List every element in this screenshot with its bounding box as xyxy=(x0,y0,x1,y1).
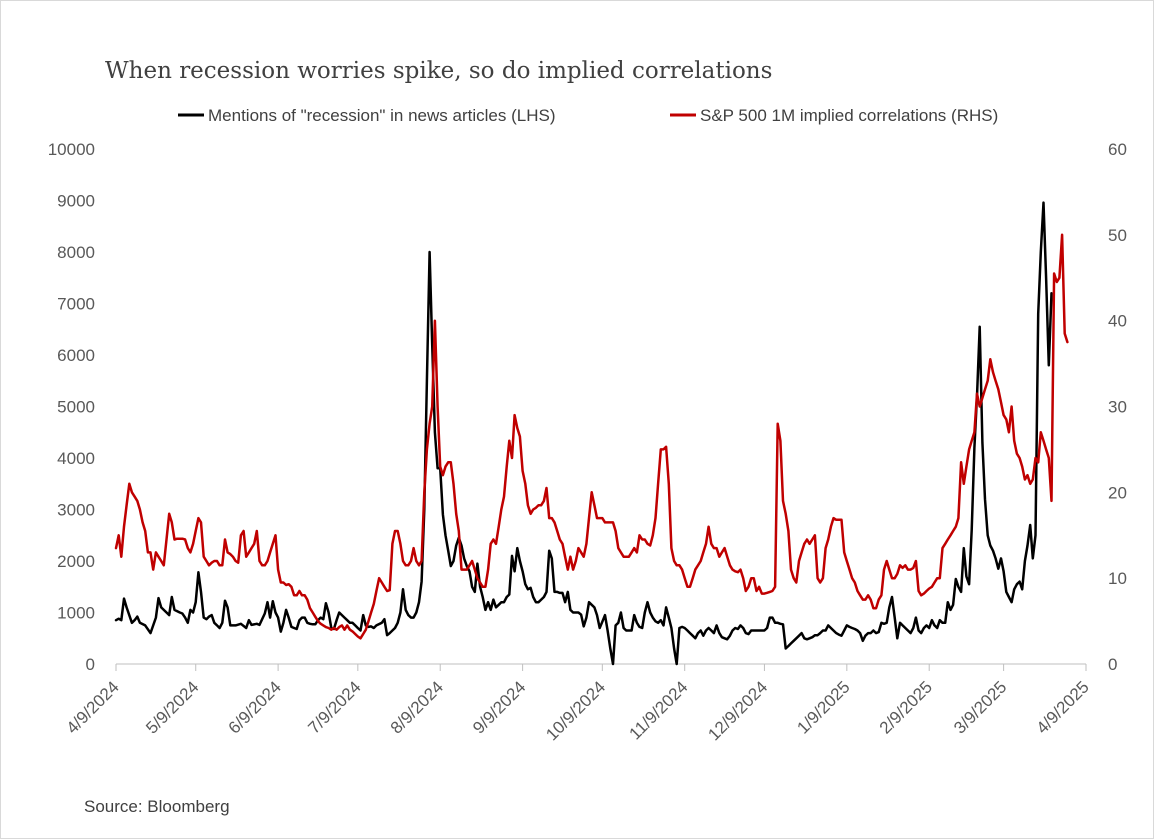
x-tick-label: 6/9/2024 xyxy=(225,677,285,737)
y-left-tick-label: 0 xyxy=(86,655,95,674)
y-right-tick-label: 20 xyxy=(1108,483,1127,502)
y-left-tick-label: 9000 xyxy=(57,192,95,211)
y-right-tick-label: 30 xyxy=(1108,398,1127,417)
x-tick-label: 3/9/2025 xyxy=(950,677,1010,737)
source-note: Source: Bloomberg xyxy=(84,797,230,816)
x-tick-label: 1/9/2025 xyxy=(793,677,853,737)
y-left-tick-label: 6000 xyxy=(57,346,95,365)
y-left-tick-label: 8000 xyxy=(57,243,95,262)
y-right-tick-label: 50 xyxy=(1108,226,1127,245)
y-left-tick-label: 1000 xyxy=(57,604,95,623)
y-right-tick-label: 60 xyxy=(1108,140,1127,159)
x-tick-label: 10/9/2024 xyxy=(542,677,609,744)
x-tick-label: 9/9/2024 xyxy=(469,677,529,737)
x-tick-label: 8/9/2024 xyxy=(387,677,447,737)
x-tick-label: 2/9/2025 xyxy=(876,677,936,737)
x-tick-label: 5/9/2024 xyxy=(142,677,202,737)
series-line-implied-correlation xyxy=(114,233,1069,640)
axes: 0100020003000400050006000700080009000100… xyxy=(48,140,1127,744)
chart-title: When recession worries spike, so do impl… xyxy=(105,58,773,84)
y-right-tick-label: 0 xyxy=(1108,655,1117,674)
x-tick-label: 11/9/2024 xyxy=(626,677,692,743)
y-right-tick-label: 10 xyxy=(1108,569,1127,588)
plot-area xyxy=(114,201,1069,666)
x-tick-label: 7/9/2024 xyxy=(304,677,364,737)
y-right-tick-label: 40 xyxy=(1108,312,1127,331)
x-tick-label: 12/9/2024 xyxy=(704,677,771,744)
legend: Mentions of "recession" in news articles… xyxy=(178,106,998,125)
legend-label-correlation: S&P 500 1M implied correlations (RHS) xyxy=(700,106,998,125)
y-left-tick-label: 2000 xyxy=(57,552,95,571)
series-line-recession-mentions xyxy=(114,201,1053,666)
y-left-tick-label: 10000 xyxy=(48,140,95,159)
y-left-tick-label: 3000 xyxy=(57,501,95,520)
legend-label-recession: Mentions of "recession" in news articles… xyxy=(208,106,555,125)
y-left-tick-label: 4000 xyxy=(57,449,95,468)
x-tick-label: 4/9/2024 xyxy=(63,677,123,737)
y-left-tick-label: 5000 xyxy=(57,398,95,417)
y-left-tick-label: 7000 xyxy=(57,295,95,314)
x-tick-label: 4/9/2025 xyxy=(1033,677,1093,737)
